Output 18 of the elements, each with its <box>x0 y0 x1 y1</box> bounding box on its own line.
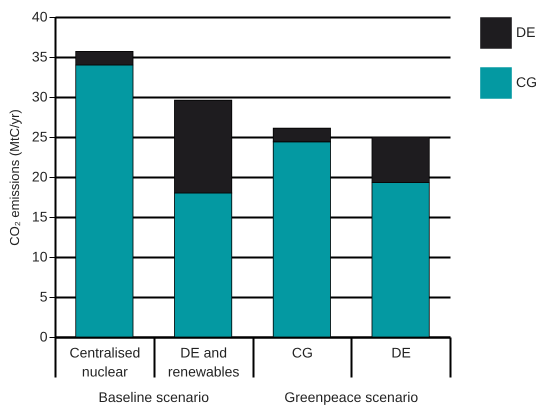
x-tick-label: Centralised nuclear <box>69 344 140 380</box>
y-axis-title: CO₂ emissions (MtC/yr) <box>6 109 22 246</box>
y-tick-label: 0 <box>40 328 48 344</box>
y-tick-label: 35 <box>32 48 48 64</box>
x-tick-label: DE and renewables <box>168 344 240 380</box>
legend-label: DE <box>516 24 536 40</box>
y-tick-label: 10 <box>32 248 48 264</box>
y-tick-label: 5 <box>40 288 48 304</box>
text: Baseline scenario <box>98 389 210 405</box>
x-tick-label: CG <box>292 344 313 360</box>
y-tick-label: 30 <box>32 88 48 104</box>
x-tick-label: DE <box>391 344 411 360</box>
y-tick-label: 15 <box>32 208 48 224</box>
legend-label: CG <box>516 74 537 90</box>
y-tick-label: 20 <box>32 168 48 184</box>
y-tick-label: 40 <box>32 8 48 24</box>
text: Greenpeace scenario <box>284 389 418 405</box>
y-tick-label: 25 <box>32 128 48 144</box>
